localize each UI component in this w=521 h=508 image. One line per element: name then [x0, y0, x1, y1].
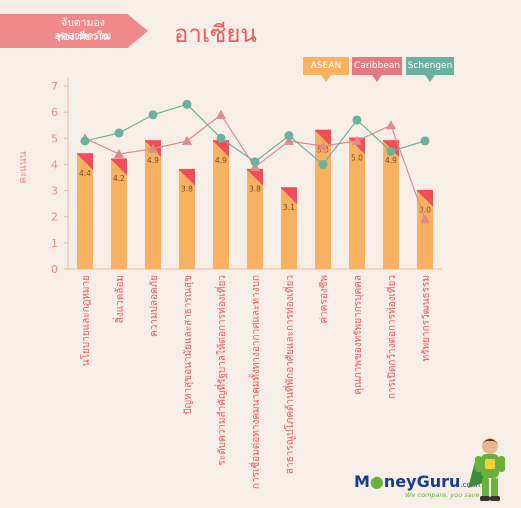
y-axis-label: คะแนน: [18, 151, 29, 183]
y-tick-label: 7: [51, 80, 58, 93]
bar-corner-accent: [179, 169, 195, 186]
data-label: 5.0: [351, 153, 363, 162]
marker-schengen: [216, 133, 226, 143]
bar-corner-accent: [417, 190, 433, 207]
marker-caribbean: [352, 135, 362, 145]
marker-schengen: [114, 128, 124, 138]
bar-corner-accent: [111, 159, 127, 176]
x-tick-label: สาธารณูปโภคด้านที่พักอาศัยและการท่องเที่…: [282, 275, 296, 474]
bar-asean: [247, 169, 263, 269]
bar-corner-accent: [247, 169, 263, 186]
x-tick-label: ค่าครองชีพ: [318, 275, 330, 324]
header-subtitle-line2: ท่องเที่ยวใน: [56, 31, 110, 43]
marker-caribbean: [318, 141, 328, 151]
x-tick-label: ระดับความสำคัญที่รัฐบาลให้ต่อการท่องเที่…: [214, 275, 228, 466]
bar-asean: [383, 140, 399, 269]
logo-coin-icon: ●: [369, 472, 384, 491]
bar-corner-accent: [349, 138, 365, 155]
mascot-icon: [468, 438, 505, 501]
logo-part1: M: [354, 472, 370, 491]
marker-schengen: [80, 136, 90, 146]
bar-corner-accent: [213, 140, 229, 157]
data-label: 4.9: [215, 156, 227, 165]
marker-schengen: [284, 131, 294, 141]
x-tick-label: การเชื่อมต่อทางคมนาคมทั้งทางอากาศและทางบ…: [248, 275, 262, 489]
bar-asean: [77, 153, 93, 269]
y-tick-label: 2: [51, 211, 58, 224]
data-label: 4.4: [79, 169, 91, 178]
series-line-schengen: [84, 103, 426, 166]
bar-corner-accent: [281, 187, 297, 204]
legend-caribbean: Caribbean: [352, 57, 402, 82]
data-label: 3.8: [181, 185, 193, 194]
x-tick-label: ความปลอดภัย: [149, 275, 160, 337]
bar-corner-accent: [315, 130, 331, 147]
y-tick-label: 0: [51, 263, 58, 276]
marker-schengen: [420, 136, 430, 146]
x-tick-label: คุณภาพของทรัพยากรบุคคล: [353, 275, 364, 395]
bar-asean: [145, 140, 161, 269]
bar-asean: [349, 138, 365, 269]
brand-logo: M●neyGuru.co.th: [354, 472, 480, 491]
marker-schengen: [148, 110, 158, 120]
y-tick-label: 3: [51, 185, 58, 198]
marker-caribbean: [182, 135, 192, 145]
bar-asean: [417, 190, 433, 269]
bar-corner-accent: [77, 153, 93, 170]
marker-caribbean: [216, 109, 226, 119]
bar-asean: [281, 187, 297, 269]
data-label: 3.8: [249, 185, 261, 194]
y-tick-label: 6: [51, 106, 58, 119]
y-tick-label: 5: [51, 132, 58, 145]
marker-schengen: [318, 159, 328, 169]
marker-caribbean: [420, 214, 430, 224]
marker-caribbean: [386, 120, 396, 130]
marker-caribbean: [250, 162, 260, 172]
bar-asean: [213, 140, 229, 269]
x-tick-label: การเปิดกว้างต่อการท่องเที่ยว: [384, 275, 398, 399]
x-tick-label: ทรัพยากรวัฒนธรรม: [421, 275, 432, 361]
data-label: 3.1: [283, 203, 295, 212]
data-label: 3.0: [419, 206, 431, 215]
marker-caribbean: [284, 135, 294, 145]
y-tick-label: 1: [51, 237, 58, 250]
x-tick-label: ปัญหาสุขอนามัยและสาธารณสุข: [183, 275, 194, 415]
data-label: 4.9: [385, 156, 397, 165]
data-label: 4.2: [113, 174, 125, 183]
x-tick-label: นโยบายและกฎหมาย: [79, 275, 92, 366]
page-title: อาเซียน: [174, 20, 257, 48]
marker-schengen: [250, 157, 260, 167]
marker-schengen: [386, 146, 396, 156]
brand-slogan: We compare, you save: [405, 491, 480, 499]
marker-schengen: [182, 99, 192, 109]
y-tick-label: 4: [51, 158, 58, 171]
bar-asean: [111, 159, 127, 269]
legend-schengen: Schengen: [406, 57, 454, 82]
marker-schengen: [352, 115, 362, 125]
x-tick-label: สิ่งแวดล้อม: [112, 275, 126, 323]
logo-part2: neyGuru: [383, 472, 461, 491]
header-tag: จับตามองอุตสาหกรรม ท่องเที่ยวใน: [0, 14, 148, 48]
data-label: 4.9: [147, 156, 159, 165]
legend-asean: ASEAN: [303, 57, 349, 82]
header-subtitle-line1: จับตามองอุตสาหกรรม: [54, 17, 112, 42]
marker-caribbean: [148, 143, 158, 153]
bar-asean: [179, 169, 195, 269]
marker-caribbean: [114, 148, 124, 158]
